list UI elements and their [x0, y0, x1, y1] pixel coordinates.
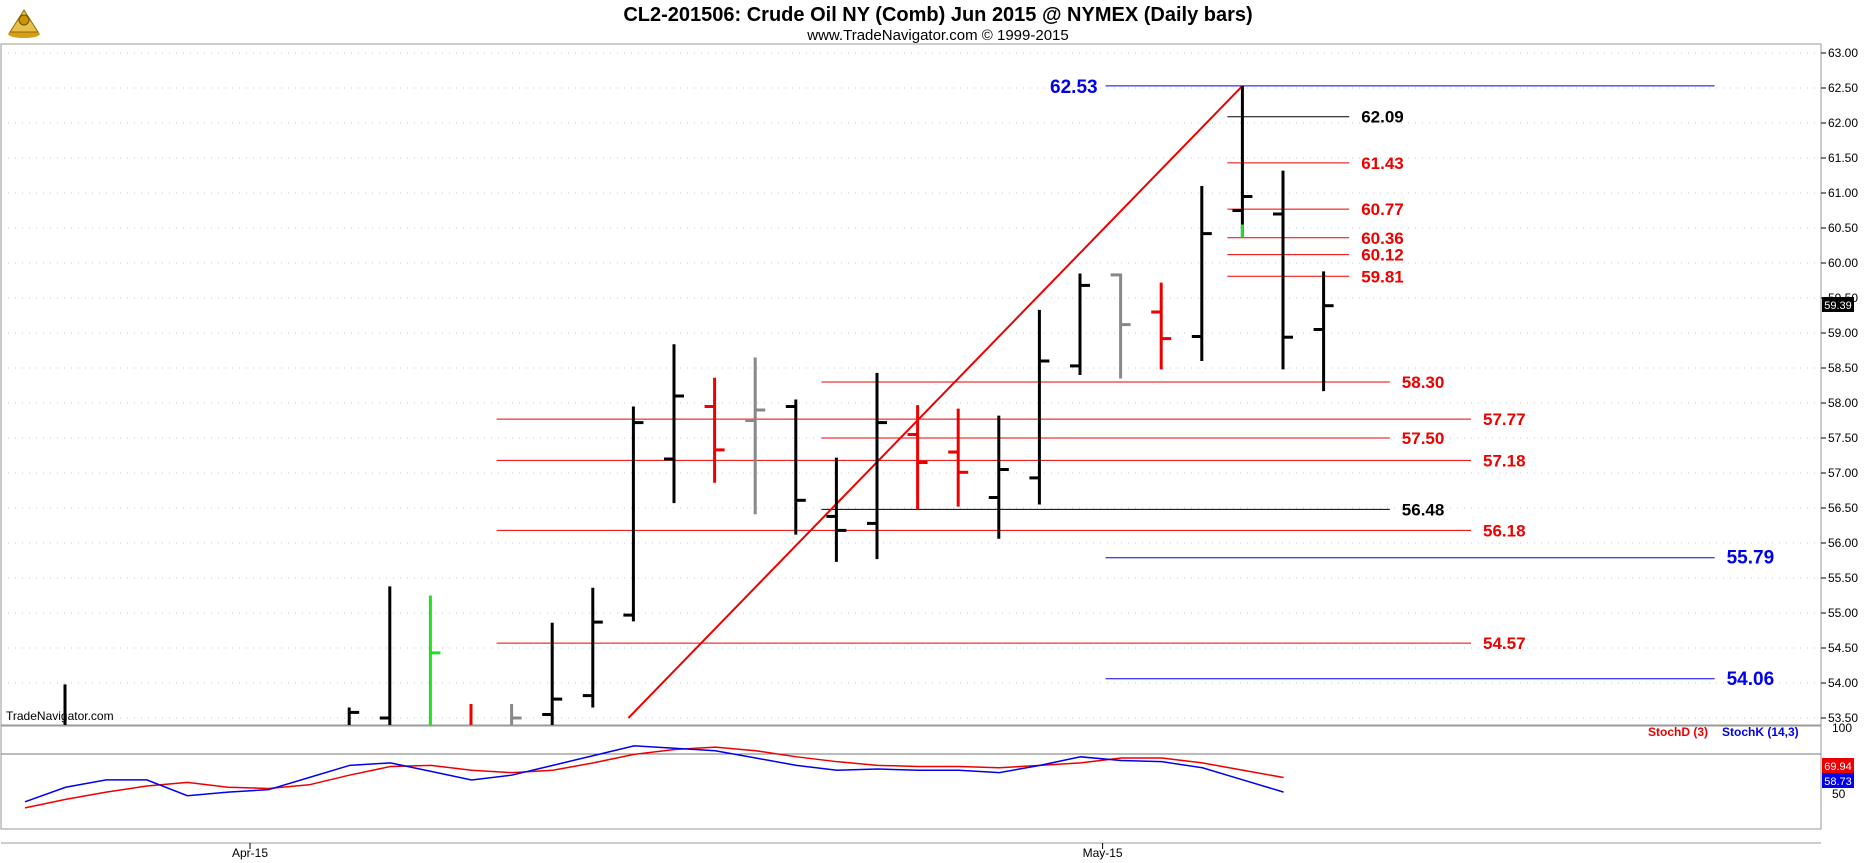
level-label: 55.79	[1727, 548, 1775, 569]
stoch-legend: StochD (3) StochK (14,3)	[1648, 725, 1799, 739]
level-label: 59.81	[1361, 267, 1404, 286]
level-label: 60.36	[1361, 229, 1404, 248]
stochastic-pane	[0, 725, 1822, 830]
level-label: 62.53	[1050, 77, 1098, 98]
watermark: TradeNavigator.com	[6, 709, 114, 723]
price-tick-label: 62.00	[1828, 116, 1858, 130]
level-label: 54.57	[1483, 634, 1526, 653]
level-label: 56.18	[1483, 521, 1526, 540]
stoch-tick-label: 50	[1832, 787, 1846, 801]
time-tick-label: Apr-15	[232, 846, 268, 860]
level-label: 62.09	[1361, 108, 1404, 127]
price-tick-label: 61.50	[1828, 151, 1858, 165]
stoch-tick-label: 100	[1832, 721, 1852, 735]
price-tick-label: 56.00	[1828, 536, 1858, 550]
stoch-legend-item: StochD (3)	[1648, 725, 1708, 739]
stoch-d-tag: 69.94	[1822, 758, 1854, 773]
level-label: 60.12	[1361, 246, 1404, 265]
level-label: 57.50	[1402, 429, 1445, 448]
stoch-axis: 100 50	[1832, 721, 1852, 801]
level-label: 54.06	[1727, 669, 1775, 690]
stoch-d-last-label: 69.94	[1824, 761, 1852, 773]
trade-navigator-logo-icon[interactable]	[8, 9, 40, 38]
price-tick-label: 57.50	[1828, 431, 1858, 445]
stoch-k-tag: 58.73	[1822, 773, 1854, 788]
level-label: 61.43	[1361, 154, 1404, 173]
stoch-d-line	[24, 746, 1284, 809]
trendline	[627, 85, 1244, 719]
stoch-k-line	[24, 745, 1284, 803]
ohlc-bars	[63, 85, 1334, 725]
stoch-legend-item: StochK (14,3)	[1722, 725, 1799, 739]
price-pane	[0, 43, 1822, 726]
time-tick-label: May-15	[1083, 846, 1123, 860]
level-label: 57.77	[1483, 410, 1526, 429]
price-tick-label: 55.00	[1828, 606, 1858, 620]
stochastic-lines	[24, 745, 1284, 809]
price-tick-label: 54.50	[1828, 641, 1858, 655]
price-tick-label: 56.50	[1828, 501, 1858, 515]
level-label: 58.30	[1402, 373, 1445, 392]
price-tick-label: 55.50	[1828, 571, 1858, 585]
stoch-k-last-label: 58.73	[1824, 776, 1852, 788]
price-tick-label: 59.00	[1828, 326, 1858, 340]
price-tick-label: 54.00	[1828, 676, 1858, 690]
price-tick-label: 61.00	[1828, 186, 1858, 200]
price-tick-label: 63.00	[1828, 46, 1858, 60]
price-tick-label: 53.50	[1828, 711, 1858, 725]
chart-title: CL2-201506: Crude Oil NY (Comb) Jun 2015…	[623, 4, 1252, 26]
price-axis: 63.0062.5062.0061.5061.0060.5060.0059.50…	[1, 46, 1858, 725]
price-tick-label: 57.00	[1828, 466, 1858, 480]
time-axis: Apr-15 May-15	[232, 843, 1123, 860]
level-label: 56.48	[1402, 500, 1445, 519]
price-tick-label: 60.50	[1828, 221, 1858, 235]
last-price-label: 59.39	[1824, 300, 1852, 312]
price-tick-label: 58.50	[1828, 361, 1858, 375]
price-tick-label: 62.50	[1828, 81, 1858, 95]
price-tick-label: 58.00	[1828, 396, 1858, 410]
last-price-tag: 59.39	[1822, 297, 1854, 312]
level-label: 57.18	[1483, 451, 1526, 470]
price-tick-label: 60.00	[1828, 256, 1858, 270]
level-label: 60.77	[1361, 200, 1404, 219]
chart-subtitle: www.TradeNavigator.com © 1999-2015	[806, 27, 1068, 44]
